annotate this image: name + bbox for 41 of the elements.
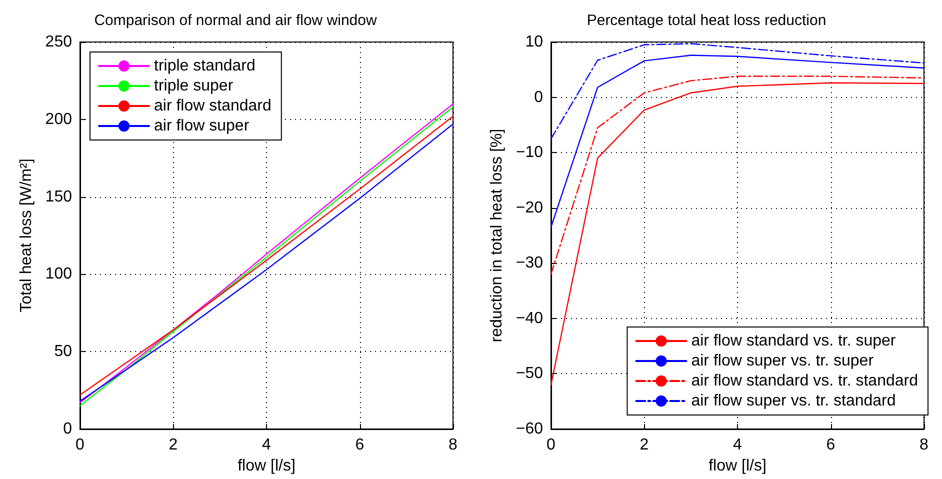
y-tick-label: 10 (525, 34, 544, 50)
legend-label: air flow super vs. tr. standard (691, 392, 896, 410)
chart-title: Percentage total heat loss reduction (586, 12, 826, 29)
x-tick-label: 6 (826, 436, 836, 454)
legend-label: air flow standard vs. tr. super (691, 332, 896, 350)
y-tick-label: −20 (516, 199, 544, 216)
y-tick-label: 200 (45, 110, 72, 128)
y-tick-label: 50 (54, 343, 72, 360)
line-series (550, 82, 925, 386)
y-tick-label: −40 (516, 310, 544, 327)
y-tick-label: −10 (516, 144, 544, 162)
legend-label: air flow standard (154, 98, 272, 114)
legend-label: air flow standard vs. tr. standard (691, 372, 918, 390)
x-tick-label: 4 (733, 436, 742, 454)
y-tick-label: −60 (516, 420, 544, 438)
y-axis-title: reduction in total heat loss [%] (488, 128, 506, 342)
y-axis-title: Total heat loss [W/m²] (18, 158, 35, 312)
legend-label: triple standard (154, 58, 256, 74)
x-axis-title: flow [l/s] (238, 457, 296, 474)
x-tick-label: 8 (448, 436, 458, 454)
line-series (550, 54, 925, 228)
legend-label: air flow super vs. tr. super (691, 352, 874, 370)
x-tick-label: 8 (920, 436, 929, 454)
x-tick-label: 0 (546, 436, 556, 454)
x-tick-label: 2 (168, 436, 178, 454)
y-tick-label: −50 (516, 365, 544, 382)
x-tick-label: 4 (262, 436, 272, 454)
legend-label: air flow super (154, 118, 250, 134)
legend-label: triple super (154, 78, 234, 94)
chart-title: Comparison of normal and air flow window (94, 12, 377, 29)
x-tick-label: 2 (640, 436, 649, 454)
y-tick-label: 150 (45, 188, 72, 206)
y-tick-label: 0 (534, 88, 544, 106)
y-tick-label: 0 (63, 420, 72, 438)
y-tick-label: 100 (45, 266, 72, 283)
x-tick-label: 6 (355, 436, 364, 454)
x-axis-title: flow [l/s] (708, 457, 766, 474)
x-tick-label: 0 (76, 436, 85, 454)
y-tick-label: 250 (45, 34, 72, 50)
line-series (550, 76, 925, 275)
y-tick-label: −30 (516, 254, 544, 272)
